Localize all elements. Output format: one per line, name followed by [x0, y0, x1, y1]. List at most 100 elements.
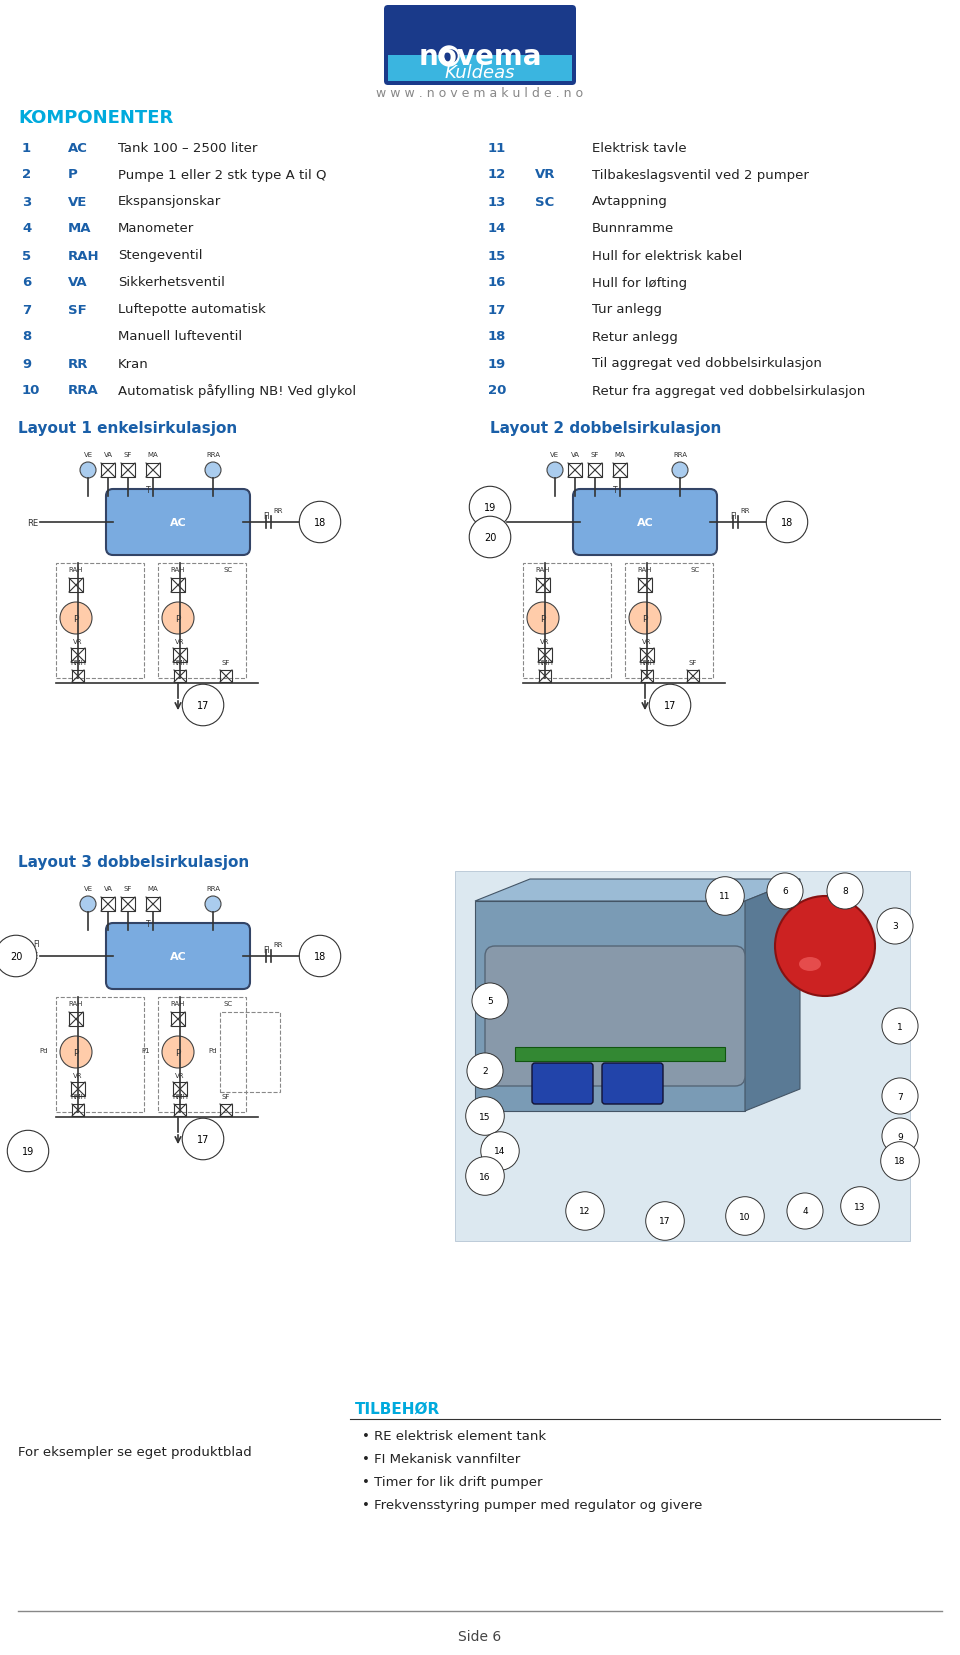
Text: MA: MA: [148, 452, 158, 458]
Bar: [173, 649, 187, 662]
Text: 18: 18: [314, 952, 326, 962]
Circle shape: [672, 463, 688, 478]
Bar: [72, 1104, 84, 1117]
Text: P: P: [73, 1048, 79, 1058]
FancyBboxPatch shape: [485, 947, 745, 1086]
Text: RMH: RMH: [70, 660, 86, 665]
Bar: [220, 1013, 280, 1092]
Bar: [56, 998, 144, 1112]
Circle shape: [162, 1036, 194, 1069]
Text: VR: VR: [642, 639, 652, 644]
Bar: [171, 579, 185, 592]
Text: 3: 3: [892, 922, 898, 930]
Text: 17: 17: [488, 303, 506, 316]
Circle shape: [629, 602, 661, 634]
Text: 1: 1: [22, 141, 31, 154]
Text: MA: MA: [148, 885, 158, 892]
Circle shape: [60, 602, 92, 634]
Text: 15: 15: [488, 250, 506, 263]
Text: Layout 1 enkelsirkulasjon: Layout 1 enkelsirkulasjon: [18, 420, 237, 435]
Text: VA: VA: [570, 452, 580, 458]
Text: SF: SF: [689, 660, 697, 665]
Bar: [158, 564, 246, 679]
Text: VA: VA: [104, 452, 112, 458]
Text: 18: 18: [314, 518, 326, 528]
Text: 7: 7: [898, 1092, 902, 1101]
Text: Automatisk påfylling NB! Ved glykol: Automatisk påfylling NB! Ved glykol: [118, 384, 356, 397]
Text: VR: VR: [535, 169, 556, 182]
Bar: [146, 897, 160, 912]
Text: 4: 4: [22, 222, 32, 235]
Bar: [455, 872, 910, 1241]
Text: 5: 5: [22, 250, 31, 263]
Text: 9: 9: [898, 1132, 902, 1140]
Bar: [388, 56, 572, 83]
Text: 6: 6: [22, 276, 32, 290]
Bar: [613, 463, 627, 478]
Text: RAH: RAH: [68, 250, 100, 263]
Circle shape: [162, 602, 194, 634]
Text: 10: 10: [739, 1211, 751, 1221]
Text: RMH: RMH: [639, 660, 655, 665]
Text: P: P: [68, 169, 78, 182]
Text: 16: 16: [488, 276, 506, 290]
Text: RR: RR: [68, 357, 88, 371]
Circle shape: [205, 463, 221, 478]
Text: SF: SF: [590, 452, 599, 458]
Text: Kuldeas: Kuldeas: [444, 65, 516, 83]
Text: RRA: RRA: [206, 885, 220, 892]
Text: RAH: RAH: [536, 566, 550, 573]
Text: 16: 16: [479, 1172, 491, 1180]
Text: RAH: RAH: [69, 1000, 84, 1006]
Text: 4: 4: [803, 1206, 807, 1216]
Bar: [515, 1048, 725, 1061]
Bar: [171, 1013, 185, 1026]
Text: RAH: RAH: [171, 566, 185, 573]
Text: 2: 2: [22, 169, 31, 182]
Text: Kran: Kran: [118, 357, 149, 371]
Text: RE: RE: [28, 518, 38, 528]
Bar: [101, 463, 115, 478]
Text: 17: 17: [197, 1134, 209, 1144]
FancyBboxPatch shape: [573, 490, 717, 556]
Text: 19: 19: [22, 1147, 35, 1157]
Text: 11: 11: [488, 141, 506, 154]
Text: VR: VR: [540, 639, 550, 644]
Bar: [69, 1013, 83, 1026]
Bar: [158, 998, 246, 1112]
Text: AC: AC: [170, 518, 186, 528]
Bar: [588, 463, 602, 478]
Text: 9: 9: [22, 357, 31, 371]
Text: Retur anlegg: Retur anlegg: [592, 331, 678, 343]
Text: Tur anlegg: Tur anlegg: [592, 303, 662, 316]
Text: Pd: Pd: [208, 1048, 217, 1053]
Circle shape: [60, 1036, 92, 1069]
Circle shape: [775, 897, 875, 996]
Text: 18: 18: [895, 1157, 905, 1165]
Text: P: P: [176, 1048, 180, 1058]
Text: 1: 1: [898, 1021, 902, 1031]
FancyBboxPatch shape: [532, 1064, 593, 1104]
Bar: [146, 463, 160, 478]
Circle shape: [547, 463, 563, 478]
Bar: [640, 649, 654, 662]
Text: Pd: Pd: [39, 1048, 48, 1053]
Text: AC: AC: [636, 518, 654, 528]
Text: 12: 12: [488, 169, 506, 182]
Circle shape: [80, 463, 96, 478]
Bar: [568, 463, 582, 478]
Bar: [101, 897, 115, 912]
Text: VA: VA: [104, 885, 112, 892]
FancyBboxPatch shape: [384, 7, 576, 86]
Text: Tilbakeslagsventil ved 2 pumper: Tilbakeslagsventil ved 2 pumper: [592, 169, 809, 182]
Text: P: P: [73, 614, 79, 624]
Text: SC: SC: [224, 566, 232, 573]
Bar: [539, 670, 551, 682]
Text: RRA: RRA: [206, 452, 220, 458]
Text: novema: novema: [419, 43, 541, 71]
Text: 20: 20: [10, 952, 22, 962]
Text: 14: 14: [494, 1147, 506, 1155]
Text: FI: FI: [33, 940, 39, 948]
Text: Avtappning: Avtappning: [592, 195, 668, 209]
Text: RR: RR: [740, 508, 750, 513]
